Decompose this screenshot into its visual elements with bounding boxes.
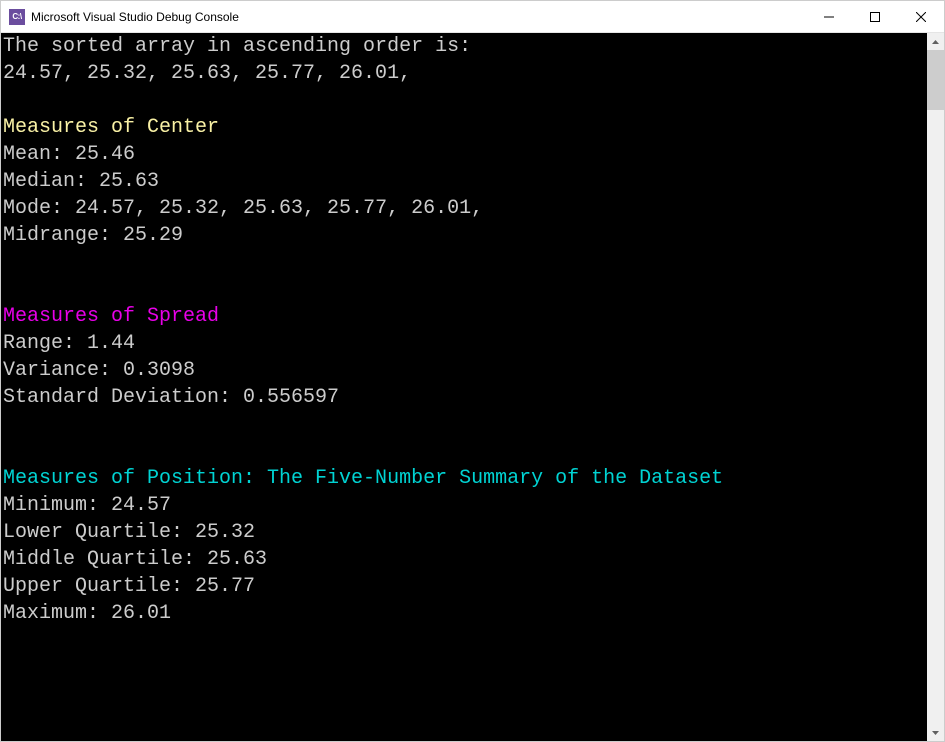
output-line: Range: 1.44 xyxy=(3,330,927,357)
blank-line xyxy=(3,438,927,465)
label: Upper Quartile: xyxy=(3,575,195,598)
vertical-scrollbar[interactable] xyxy=(927,33,944,741)
value: 24.57, 25.32, 25.63, 25.77, 26.01, xyxy=(75,197,483,220)
value: 24.57 xyxy=(111,494,171,517)
value: 0.556597 xyxy=(243,386,339,409)
close-button[interactable] xyxy=(898,1,944,32)
blank-line xyxy=(3,249,927,276)
section-header-position: Measures of Position: The Five-Number Su… xyxy=(3,465,927,492)
minimize-button[interactable] xyxy=(806,1,852,32)
output-line: Median: 25.63 xyxy=(3,168,927,195)
value: 25.63 xyxy=(207,548,267,571)
label: Maximum: xyxy=(3,602,111,625)
output-line: Upper Quartile: 25.77 xyxy=(3,573,927,600)
blank-line xyxy=(3,411,927,438)
output-line: Midrange: 25.29 xyxy=(3,222,927,249)
output-line: 24.57, 25.32, 25.63, 25.77, 26.01, xyxy=(3,60,927,87)
output-line: Mode: 24.57, 25.32, 25.63, 25.77, 26.01, xyxy=(3,195,927,222)
window-title: Microsoft Visual Studio Debug Console xyxy=(31,10,806,24)
output-line: Mean: 25.46 xyxy=(3,141,927,168)
blank-line xyxy=(3,87,927,114)
value: 25.63 xyxy=(99,170,159,193)
value: 25.46 xyxy=(75,143,135,166)
value: 25.32 xyxy=(195,521,255,544)
window-controls xyxy=(806,1,944,32)
output-line: Lower Quartile: 25.32 xyxy=(3,519,927,546)
label: Mean: xyxy=(3,143,75,166)
value: 25.29 xyxy=(123,224,183,247)
value: 0.3098 xyxy=(123,359,195,382)
label: Middle Quartile: xyxy=(3,548,207,571)
label: Mode: xyxy=(3,197,75,220)
label: Range: xyxy=(3,332,87,355)
output-line: Standard Deviation: 0.556597 xyxy=(3,384,927,411)
maximize-button[interactable] xyxy=(852,1,898,32)
label: Midrange: xyxy=(3,224,123,247)
scrollbar-down-arrow-icon[interactable] xyxy=(927,724,944,741)
output-line: Maximum: 26.01 xyxy=(3,600,927,627)
output-line: The sorted array in ascending order is: xyxy=(3,33,927,60)
output-line: Minimum: 24.57 xyxy=(3,492,927,519)
output-line: Variance: 0.3098 xyxy=(3,357,927,384)
value: 25.77 xyxy=(195,575,255,598)
app-icon: C:\ xyxy=(9,9,25,25)
console-output: The sorted array in ascending order is:2… xyxy=(1,33,927,741)
label: Standard Deviation: xyxy=(3,386,243,409)
scrollbar-thumb[interactable] xyxy=(927,50,944,110)
value: 26.01 xyxy=(111,602,171,625)
label: Lower Quartile: xyxy=(3,521,195,544)
blank-line xyxy=(3,276,927,303)
label: Minimum: xyxy=(3,494,111,517)
scrollbar-up-arrow-icon[interactable] xyxy=(927,33,944,50)
value: 1.44 xyxy=(87,332,135,355)
titlebar: C:\ Microsoft Visual Studio Debug Consol… xyxy=(1,1,944,33)
section-header-spread: Measures of Spread xyxy=(3,303,927,330)
console-body: The sorted array in ascending order is:2… xyxy=(1,33,944,741)
label: Variance: xyxy=(3,359,123,382)
section-header-center: Measures of Center xyxy=(3,114,927,141)
output-line: Middle Quartile: 25.63 xyxy=(3,546,927,573)
label: Median: xyxy=(3,170,99,193)
